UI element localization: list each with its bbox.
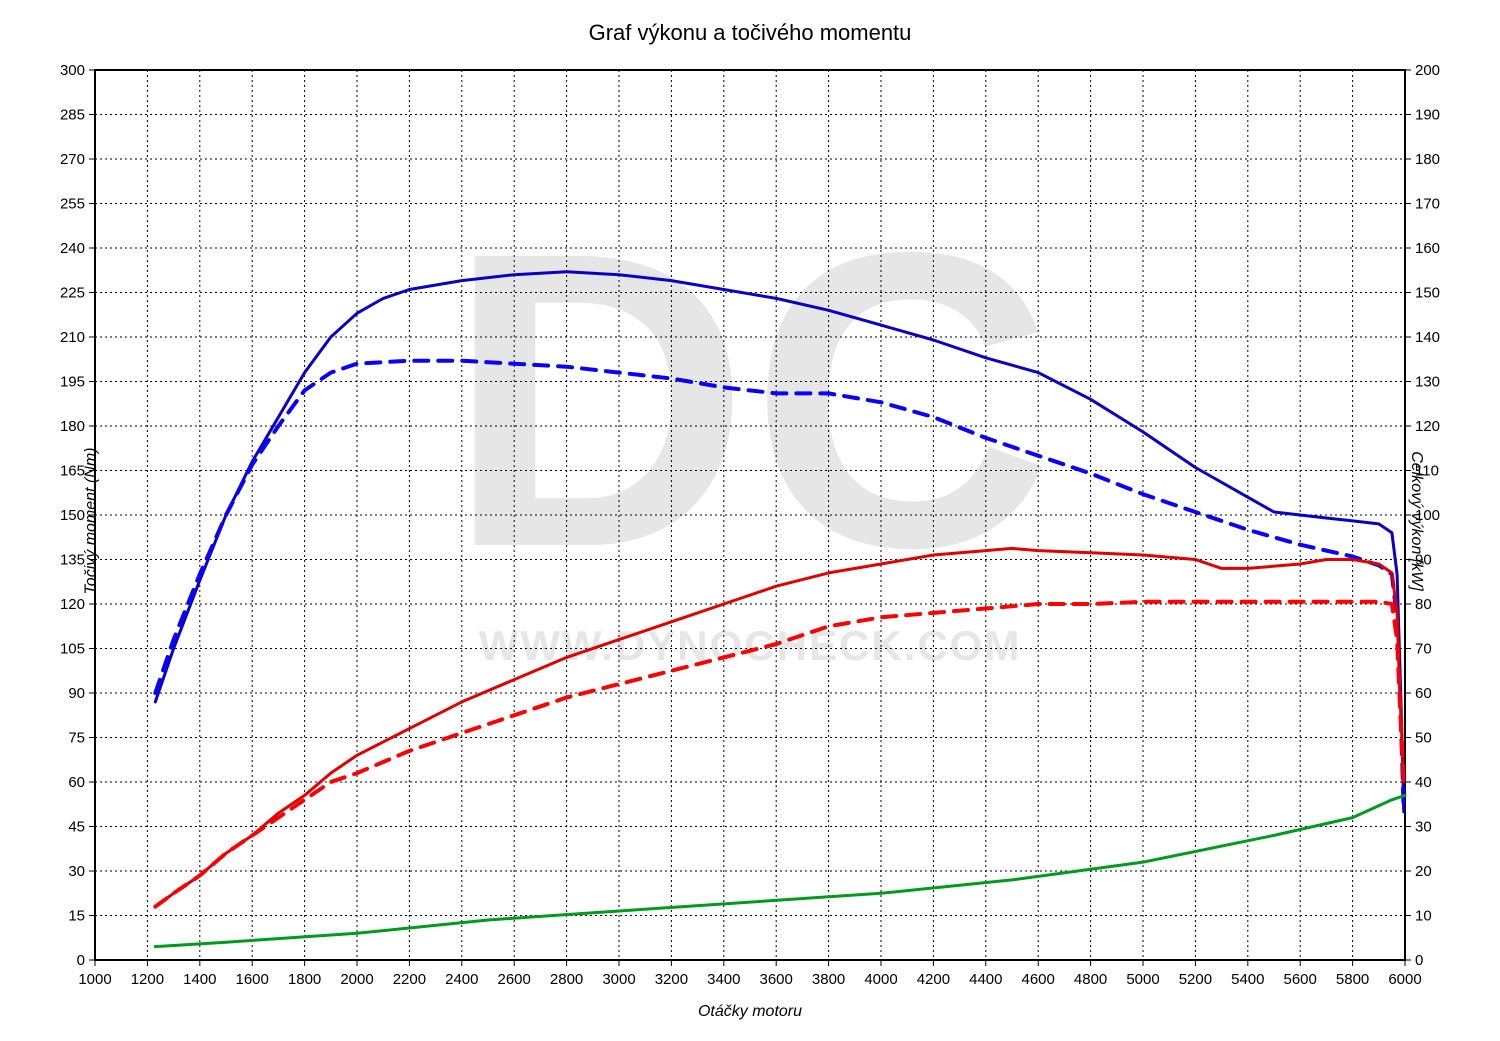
- x-tick-label: 2600: [498, 971, 531, 988]
- watermark-logo: DC: [447, 166, 1054, 635]
- y2-tick-label: 60: [1415, 685, 1432, 702]
- x-tick-label: 3800: [812, 971, 845, 988]
- y2-tick-label: 110: [1415, 463, 1439, 480]
- y2-tick-label: 0: [1415, 952, 1423, 969]
- y1-tick-label: 210: [60, 329, 85, 346]
- x-tick-label: 2000: [340, 971, 373, 988]
- y2-tick-label: 190: [1415, 107, 1440, 124]
- x-tick-label: 5200: [1179, 971, 1212, 988]
- y2-tick-label: 140: [1415, 329, 1440, 346]
- x-tick-label: 1400: [183, 971, 216, 988]
- x-tick-label: 4400: [969, 971, 1002, 988]
- y1-tick-label: 15: [68, 908, 85, 925]
- x-tick-label: 1200: [131, 971, 164, 988]
- y1-tick-label: 285: [60, 107, 85, 124]
- y2-tick-label: 90: [1415, 552, 1432, 569]
- y2-tick-label: 40: [1415, 774, 1432, 791]
- y1-tick-label: 135: [60, 552, 85, 569]
- y1-tick-label: 225: [60, 285, 85, 302]
- x-tick-label: 2400: [445, 971, 478, 988]
- y1-tick-label: 105: [60, 641, 85, 658]
- x-tick-label: 3200: [655, 971, 688, 988]
- y1-tick-label: 75: [68, 730, 85, 747]
- x-tick-label: 4800: [1074, 971, 1107, 988]
- x-tick-label: 3400: [707, 971, 740, 988]
- x-tick-label: 1600: [236, 971, 269, 988]
- y2-tick-label: 160: [1415, 240, 1440, 257]
- y2-tick-label: 80: [1415, 596, 1432, 613]
- x-tick-label: 5800: [1336, 971, 1369, 988]
- y1-tick-label: 45: [68, 819, 85, 836]
- x-tick-label: 3600: [760, 971, 793, 988]
- x-tick-label: 2200: [393, 971, 426, 988]
- y2-tick-label: 70: [1415, 641, 1432, 658]
- x-tick-label: 5600: [1284, 971, 1317, 988]
- y1-tick-label: 165: [60, 463, 85, 480]
- x-tick-label: 1000: [78, 971, 111, 988]
- x-tick-label: 5000: [1126, 971, 1159, 988]
- x-tick-label: 5400: [1231, 971, 1264, 988]
- y1-tick-label: 195: [60, 374, 85, 391]
- y2-tick-label: 200: [1415, 62, 1440, 79]
- y1-tick-label: 120: [60, 596, 85, 613]
- y2-tick-label: 50: [1415, 730, 1432, 747]
- x-tick-label: 4200: [917, 971, 950, 988]
- y2-tick-label: 170: [1415, 196, 1440, 213]
- y2-tick-label: 150: [1415, 285, 1440, 302]
- x-tick-label: 4600: [1022, 971, 1055, 988]
- x-tick-label: 3000: [602, 971, 635, 988]
- x-tick-label: 1800: [288, 971, 321, 988]
- y1-tick-label: 30: [68, 863, 85, 880]
- y1-tick-label: 60: [68, 774, 85, 791]
- dyno-chart: DCWWW.DYNOCHECK.COM100012001400160018002…: [0, 0, 1500, 1041]
- x-tick-label: 6000: [1388, 971, 1421, 988]
- x-tick-label: 4000: [864, 971, 897, 988]
- y2-tick-label: 180: [1415, 151, 1440, 168]
- y1-tick-label: 150: [60, 507, 85, 524]
- y2-tick-label: 10: [1415, 908, 1432, 925]
- y1-tick-label: 0: [77, 952, 85, 969]
- y1-tick-label: 240: [60, 240, 85, 257]
- y1-tick-label: 90: [68, 685, 85, 702]
- y1-tick-label: 180: [60, 418, 85, 435]
- y1-tick-label: 270: [60, 151, 85, 168]
- y1-tick-label: 300: [60, 62, 85, 79]
- y2-tick-label: 30: [1415, 819, 1432, 836]
- y2-tick-label: 130: [1415, 374, 1440, 391]
- y2-tick-label: 100: [1415, 507, 1440, 524]
- x-tick-label: 2800: [550, 971, 583, 988]
- y1-tick-label: 255: [60, 196, 85, 213]
- y2-tick-label: 120: [1415, 418, 1440, 435]
- watermark-url: WWW.DYNOCHECK.COM: [479, 622, 1022, 669]
- y2-tick-label: 20: [1415, 863, 1432, 880]
